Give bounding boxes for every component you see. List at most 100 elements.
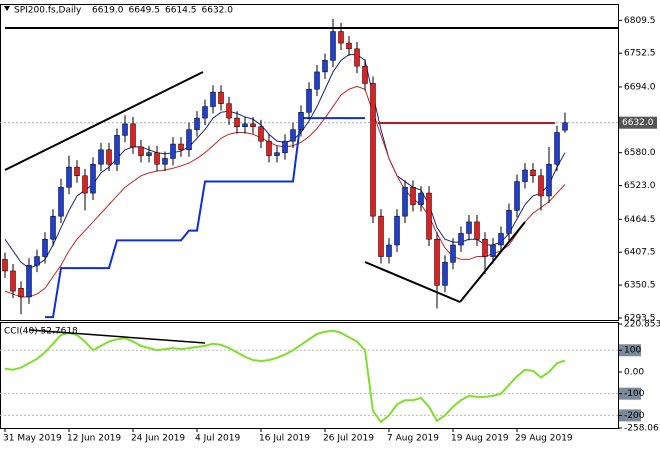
level-box xyxy=(619,409,641,422)
candle-body xyxy=(82,175,88,194)
candle-body xyxy=(114,135,120,165)
y-tick-label: 6350.5 xyxy=(624,281,656,291)
candle-body xyxy=(146,152,152,156)
y-tick-label: 0.00 xyxy=(624,367,644,377)
candle-body xyxy=(402,187,408,217)
candle-body xyxy=(322,60,328,73)
trendline xyxy=(364,261,461,303)
main-panel xyxy=(0,4,619,321)
candle-body xyxy=(58,187,64,217)
candle-body xyxy=(290,129,296,142)
candle-body xyxy=(138,146,144,156)
y-tick-label: 6809.5 xyxy=(624,16,656,26)
candle-body xyxy=(370,83,376,217)
candle-body xyxy=(506,210,512,234)
candle-body xyxy=(450,244,456,263)
candle-body xyxy=(538,175,544,197)
candle-body xyxy=(338,31,344,44)
indicator-line xyxy=(45,117,365,319)
cci-trendline xyxy=(29,329,206,344)
candle-body xyxy=(178,143,184,151)
candle-body xyxy=(434,238,440,286)
level-box xyxy=(619,387,641,400)
y-tick-label: 6752.5 xyxy=(624,49,656,59)
y-tick-label: 100 xyxy=(624,346,641,356)
candle-body xyxy=(490,244,496,257)
cci-panel xyxy=(0,322,619,429)
candle-body xyxy=(162,158,168,165)
ohlc-label: 6614.5 xyxy=(165,6,197,16)
candle-body xyxy=(418,192,424,205)
candle-body xyxy=(386,244,392,257)
candle-body xyxy=(226,103,232,119)
y-tick-label: 6694.0 xyxy=(624,82,656,92)
candle-body xyxy=(314,71,320,90)
y-tick-label: -258.0618 xyxy=(624,424,660,434)
level-box xyxy=(619,344,641,357)
y-tick-label: -200 xyxy=(624,411,645,421)
x-tick-label: 24 Jun 2019 xyxy=(131,434,185,444)
candle-body xyxy=(466,221,472,234)
candle-body xyxy=(186,129,192,151)
candle-body xyxy=(42,238,48,257)
trendline xyxy=(459,221,526,303)
ohlc-label: 6632.0 xyxy=(202,6,234,16)
candle-body xyxy=(442,262,448,286)
candle-body xyxy=(154,152,160,165)
candle-body xyxy=(426,192,432,240)
x-tick-label: 19 Aug 2019 xyxy=(451,434,509,444)
candle-body xyxy=(514,181,520,211)
candle-body xyxy=(546,163,552,197)
candle-body xyxy=(530,169,536,177)
x-tick-label: 4 Jul 2019 xyxy=(195,434,240,444)
candle-body xyxy=(458,233,464,246)
candle-body xyxy=(498,233,504,246)
y-tick-label: -100 xyxy=(624,389,645,399)
x-tick-label: 26 Jul 2019 xyxy=(323,434,374,444)
x-tick-label: 31 May 2019 xyxy=(3,434,62,444)
candle-body xyxy=(234,117,240,127)
candle-body xyxy=(474,221,480,240)
candle-body xyxy=(210,91,216,107)
candle-body xyxy=(482,238,488,257)
candle-body xyxy=(394,215,400,246)
candle-body xyxy=(2,259,8,272)
candle-body xyxy=(66,166,72,188)
candle-body xyxy=(202,106,208,119)
trendline xyxy=(4,71,204,171)
chart-title: SPI200.fs,Daily xyxy=(14,6,82,16)
candle-body xyxy=(266,140,272,156)
candle-body xyxy=(378,215,384,257)
candle-body xyxy=(74,166,80,177)
candle-body xyxy=(522,169,528,182)
candle-body xyxy=(194,117,200,130)
y-tick-label: 6523.0 xyxy=(624,181,656,191)
candle-body xyxy=(346,42,352,50)
cci-title: CCI(40) 52.7618 xyxy=(4,327,78,337)
candle-body xyxy=(18,288,24,298)
ohlc-label: 6619.0 xyxy=(92,6,124,16)
y-tick-label: 6580.0 xyxy=(624,148,656,158)
candle-body xyxy=(242,123,248,127)
candle-body xyxy=(554,132,560,165)
candle-body xyxy=(410,187,416,205)
candle-body xyxy=(250,123,256,127)
y-tick-label: 6407.5 xyxy=(624,248,656,258)
current-price-box xyxy=(619,116,657,129)
candle-body xyxy=(330,31,336,61)
x-tick-label: 16 Jul 2019 xyxy=(259,434,310,444)
x-tick-label: 7 Aug 2019 xyxy=(387,434,439,444)
cci-line xyxy=(4,329,566,424)
candle-body xyxy=(170,143,176,159)
candle-body xyxy=(122,123,128,136)
menu-arrow xyxy=(4,6,10,11)
candle-body xyxy=(50,215,56,240)
candle-body xyxy=(90,163,96,194)
candle-body xyxy=(298,112,304,130)
candle-body xyxy=(258,126,264,142)
ohlc-label: 6649.5 xyxy=(129,6,161,16)
candle-body xyxy=(218,91,224,104)
y-tick-label: 220.8537 xyxy=(624,320,660,330)
